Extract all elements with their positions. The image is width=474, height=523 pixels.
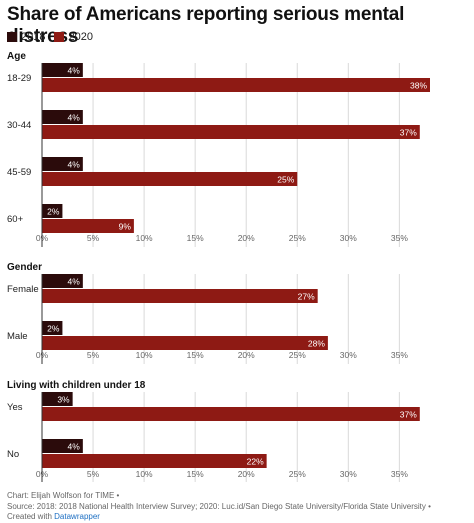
data-label-2020-no: 22% <box>247 456 264 466</box>
x-tick-label-25: 25% <box>289 469 306 479</box>
bar-2020-30-44 <box>42 125 420 139</box>
bar-2018-45-59 <box>42 157 83 171</box>
x-tick-label-10: 10% <box>136 350 153 360</box>
bar-2020-45-59 <box>42 172 298 186</box>
legend-swatch-2018 <box>7 32 17 42</box>
category-label-30-44: 30-44 <box>7 120 31 131</box>
data-label-2020-male: 28% <box>308 338 325 348</box>
data-label-2020-45-59: 25% <box>277 174 294 184</box>
x-tick-label-5: 5% <box>87 469 100 479</box>
x-tick-label-15: 15% <box>187 469 204 479</box>
x-tick-label-10: 10% <box>136 469 153 479</box>
bar-2018-60- <box>42 204 63 218</box>
data-label-2018-30-44: 4% <box>68 112 81 122</box>
data-label-2018-45-59: 4% <box>68 159 81 169</box>
x-tick-label-0: 0% <box>36 233 49 243</box>
x-tick-label-25: 25% <box>289 233 306 243</box>
data-label-2020-yes: 37% <box>400 409 417 419</box>
bar-2018-female <box>42 274 83 288</box>
data-label-2020-30-44: 37% <box>400 127 417 137</box>
data-label-2018-18-29: 4% <box>68 65 81 75</box>
bar-2020-60- <box>42 219 134 233</box>
x-tick-label-30: 30% <box>340 233 357 243</box>
legend-item-2020: 2020 <box>54 31 93 43</box>
footer-created-with: Created with Datawrapper <box>7 512 431 523</box>
legend-item-2018: 2018 <box>7 31 45 43</box>
panel-title-living-with-children-under-18: Living with children under 18 <box>7 380 146 391</box>
x-tick-label-20: 20% <box>238 350 255 360</box>
legend-label-2020: 2020 <box>68 31 93 43</box>
data-label-2020-60-: 9% <box>119 221 132 231</box>
category-label-yes: Yes <box>7 402 23 413</box>
x-tick-label-20: 20% <box>238 233 255 243</box>
bar-2018-yes <box>42 392 73 406</box>
footer-created-prefix: Created with <box>7 512 52 521</box>
panel-title-gender: Gender <box>7 262 42 273</box>
legend: 2018 2020 <box>7 31 93 43</box>
x-tick-label-0: 0% <box>36 350 49 360</box>
bar-2020-no <box>42 454 267 468</box>
category-label-60-: 60+ <box>7 214 24 225</box>
category-label-18-29: 18-29 <box>7 73 31 84</box>
panel-title-age: Age <box>7 51 26 62</box>
category-label-female: Female <box>7 284 39 295</box>
bar-2020-female <box>42 289 318 303</box>
data-label-2018-yes: 3% <box>57 394 70 404</box>
x-tick-label-35: 35% <box>391 469 408 479</box>
bar-2020-yes <box>42 407 420 421</box>
footer-source: Source: 2018: 2018 National Health Inter… <box>7 501 431 511</box>
legend-label-2018: 2018 <box>21 31 46 43</box>
bar-2020-male <box>42 336 328 350</box>
bar-2020-18-29 <box>42 78 430 92</box>
category-label-45-59: 45-59 <box>7 167 31 178</box>
x-tick-label-5: 5% <box>87 350 100 360</box>
bar-chart: Age 18-29 4% 38% 30-44 4% 37% 45-59 4% 25% 60+ 2% 9%… <box>7 51 430 482</box>
data-label-2020-18-29: 38% <box>410 80 427 90</box>
x-tick-label-35: 35% <box>391 233 408 243</box>
bar-2018-male <box>42 321 63 335</box>
x-tick-label-20: 20% <box>238 469 255 479</box>
bar-2018-18-29 <box>42 63 83 77</box>
data-label-2018-female: 4% <box>68 276 81 286</box>
bar-2018-no <box>42 439 83 453</box>
bar-2018-30-44 <box>42 110 83 124</box>
chart-footer: Chart: Elijah Wolfson for TIME • Source:… <box>7 491 431 523</box>
x-tick-label-35: 35% <box>391 350 408 360</box>
x-tick-label-25: 25% <box>289 350 306 360</box>
x-tick-label-30: 30% <box>340 469 357 479</box>
data-label-2018-male: 2% <box>47 323 60 333</box>
data-label-2018-no: 4% <box>68 441 81 451</box>
category-label-male: Male <box>7 331 28 342</box>
category-label-no: No <box>7 449 19 460</box>
legend-swatch-2020 <box>54 32 65 42</box>
x-tick-label-0: 0% <box>36 469 49 479</box>
x-tick-label-15: 15% <box>187 233 204 243</box>
datawrapper-link[interactable]: Datawrapper <box>54 512 100 521</box>
x-tick-label-10: 10% <box>136 233 153 243</box>
x-tick-label-15: 15% <box>187 350 204 360</box>
data-label-2018-60-: 2% <box>47 206 60 216</box>
footer-credit: Chart: Elijah Wolfson for TIME • <box>7 491 120 500</box>
data-label-2020-female: 27% <box>298 291 315 301</box>
x-tick-label-30: 30% <box>340 350 357 360</box>
x-tick-label-5: 5% <box>87 233 100 243</box>
